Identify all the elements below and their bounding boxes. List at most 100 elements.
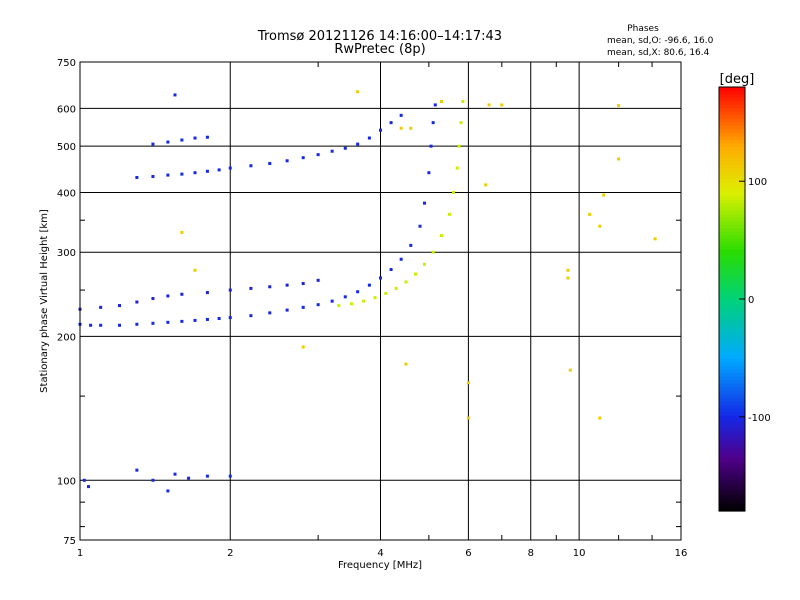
colorbar-band [719,344,745,350]
colorbar-band [719,408,745,413]
colorbar-band [719,178,745,183]
x-tick-label: 4 [377,548,383,559]
colorbar-band [719,334,745,339]
x-tick-label: 1 [77,548,83,559]
data-point [343,295,347,299]
x-axis-ticks: 1 2 4 6 8 10 16 [77,62,688,559]
y-tick-label: 500 [57,142,76,153]
colorbar-band [719,238,745,244]
data-point [118,323,122,327]
data-point [205,169,209,173]
y-axis-ticks: 75 100 200 300 400 500 600 750 [57,58,681,547]
colorbar-band [719,489,745,494]
colorbar-band [719,171,745,176]
data-point [598,416,602,420]
colorbar-band [719,443,745,448]
colorbar-band [719,454,745,459]
data-point [461,100,465,104]
colorbar-band [719,479,745,484]
colorbar-band [719,362,745,367]
data-point [367,283,371,287]
colorbar-band [719,306,745,311]
data-point [135,322,139,326]
colorbar-band [719,397,745,403]
series-upper-cluster [151,93,209,146]
data-point [151,297,155,301]
data-point [389,121,393,125]
colorbar-band [719,157,745,162]
data-point [330,149,334,153]
colorbar-band [719,235,745,240]
colorbar-band [719,376,745,381]
data-point [404,362,408,366]
data-point [356,290,360,294]
data-point [249,164,253,168]
data-point [135,300,139,304]
data-point [568,368,572,372]
data-point [466,381,470,385]
colorbar-band [719,143,745,148]
data-point [285,283,289,287]
colorbar-band [719,380,745,385]
data-point [409,126,413,130]
data-point [422,262,426,266]
colorbar-band [719,295,745,300]
colorbar-band [719,373,745,378]
data-point [316,303,320,307]
colorbar-band [719,415,745,420]
data-point [394,286,398,290]
data-point [228,166,232,170]
colorbar-band [719,359,745,364]
data-point [459,121,463,125]
data-point [617,104,621,108]
colorbar-band [719,104,745,109]
data-point [166,489,170,493]
x-tick-label: 16 [675,548,688,559]
chart-title: Tromsø 20121126 14:16:00–14:17:43 [257,29,502,44]
data-point [379,276,382,280]
colorbar-band [719,132,745,138]
data-point [268,285,272,289]
data-point [166,320,170,324]
data-point [217,316,221,320]
data-point [487,103,491,107]
x-tick-label: 2 [227,548,233,559]
colorbar-band [719,383,745,388]
data-point [316,278,320,282]
colorbar-band [719,299,745,304]
colorbar-band [719,288,745,293]
data-point [343,146,347,150]
colorbar-band [719,87,745,92]
colorbar-band [719,214,745,219]
colorbar-band [719,320,745,325]
colorbar-tick-label: 100 [748,177,767,188]
data-point [268,161,272,165]
colorbar-label: [deg] [720,72,755,87]
colorbar-band [719,468,745,473]
colorbar-band [719,503,745,509]
data-point [228,474,232,478]
series-x-mode-trace [337,100,465,308]
data-point [173,472,177,476]
data-point [466,416,470,420]
data-point [173,93,177,97]
data-point [249,314,253,318]
data-point [89,323,93,327]
data-point [373,296,377,300]
data-point [330,299,334,303]
data-point [409,243,413,247]
data-point [193,318,197,322]
colorbar-band [719,196,745,201]
colorbar-band [719,263,745,268]
data-point [404,280,408,284]
data-points [78,90,657,493]
colorbar-band [719,450,745,456]
data-point [205,474,209,478]
data-point [384,291,388,295]
data-point [301,282,305,286]
data-point [389,268,393,272]
colorbar-band [719,419,745,424]
colorbar-band [719,461,745,466]
colorbar-band [719,366,745,371]
